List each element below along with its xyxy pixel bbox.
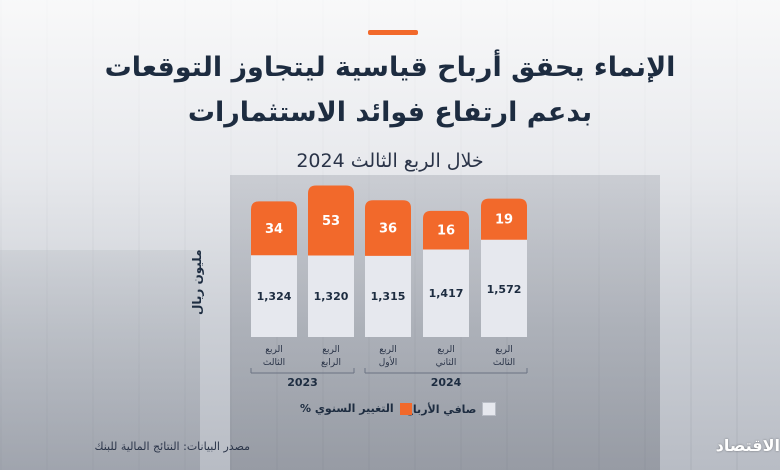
data-source-note: مصدر البيانات: النتائج المالية للبنك bbox=[94, 440, 250, 453]
background-building-left bbox=[0, 250, 200, 470]
chart-subtitle: خلال الربع الثالث 2024 bbox=[296, 150, 484, 172]
bar-net-profit bbox=[365, 254, 411, 337]
year-label: 2023 bbox=[287, 376, 318, 389]
category-label-line-1: الربع bbox=[322, 345, 340, 355]
category-label-line-1: الربع bbox=[379, 345, 397, 355]
category-label-line-1: الربع bbox=[265, 345, 283, 355]
chart-title-line-2: بدعم ارتفاع فوائد الاستثمارات bbox=[187, 97, 593, 128]
legend-label-net-profit: صافي الأرباح bbox=[405, 402, 477, 416]
accent-line bbox=[368, 30, 418, 35]
bar-yoy-change bbox=[423, 210, 469, 250]
bar-yoy-change bbox=[365, 200, 411, 256]
data-label-yoy-change: 16 bbox=[437, 224, 455, 239]
category-label-line-2: الثالث bbox=[493, 358, 515, 368]
legend-swatch-net-profit bbox=[482, 402, 497, 416]
data-label-yoy-change: 53 bbox=[322, 214, 340, 229]
category-label-line-2: الرابع bbox=[321, 358, 341, 368]
bar-net-profit bbox=[251, 254, 297, 337]
data-label-net-profit: 1,324 bbox=[257, 290, 292, 303]
bar-yoy-change bbox=[251, 201, 297, 256]
category-label-line-1: الربع bbox=[437, 345, 455, 355]
bar-yoy-change bbox=[308, 185, 354, 256]
publisher-logo: الاقتصادية bbox=[716, 436, 780, 455]
category-label-line-2: الثالث bbox=[263, 358, 285, 368]
data-label-yoy-change: 34 bbox=[265, 222, 283, 237]
category-label-line-2: الثاني bbox=[436, 358, 457, 368]
legend-label-yoy-change: التغيير السنوي % bbox=[300, 402, 394, 415]
data-label-net-profit: 1,315 bbox=[371, 290, 406, 303]
legend-item-yoy-change: التغيير السنوي % bbox=[300, 402, 412, 415]
bar-net-profit bbox=[423, 248, 469, 337]
bar-net-profit bbox=[308, 254, 354, 337]
data-label-yoy-change: 19 bbox=[495, 213, 513, 228]
data-label-yoy-change: 36 bbox=[379, 222, 397, 237]
year-label: 2024 bbox=[431, 376, 462, 389]
chart-title-line-1: الإنماء يحقق أرباح قياسية ليتجاوز التوقع… bbox=[104, 52, 676, 83]
data-label-net-profit: 1,572 bbox=[487, 283, 522, 296]
legend-item-net-profit: صافي الأرباح bbox=[405, 402, 497, 416]
data-label-net-profit: 1,320 bbox=[314, 290, 349, 303]
category-label-line-2: الأول bbox=[379, 356, 398, 368]
data-label-net-profit: 1,417 bbox=[429, 287, 464, 300]
legend-swatch-yoy-change bbox=[399, 402, 412, 415]
bar-yoy-change bbox=[481, 198, 527, 240]
category-label-line-1: الربع bbox=[495, 345, 513, 355]
bar-net-profit bbox=[481, 238, 527, 337]
